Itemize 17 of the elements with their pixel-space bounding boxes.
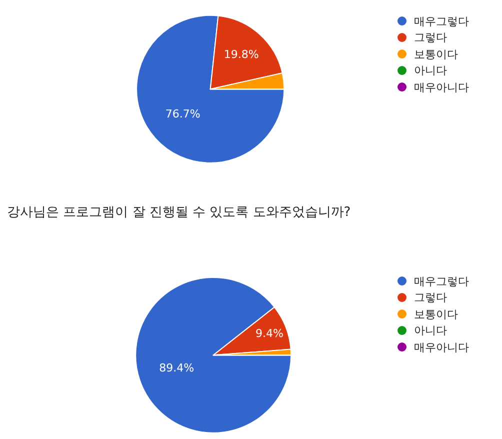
legend-label: 매우그렇다 xyxy=(414,275,469,288)
legend-label: 아니다 xyxy=(414,64,447,77)
data-label: 9.4% xyxy=(255,326,284,340)
data-label: 76.7% xyxy=(165,107,200,120)
legend-label: 보통이다 xyxy=(414,48,458,61)
legend-label: 매우아니다 xyxy=(414,341,469,354)
legend-label: 매우그렇다 xyxy=(414,15,469,28)
legend-label: 그렇다 xyxy=(414,291,447,304)
data-label: 89.4% xyxy=(159,361,194,374)
pie-slice xyxy=(135,276,292,434)
legend-label: 그렇다 xyxy=(414,31,447,44)
legend-label: 아니다 xyxy=(414,324,447,337)
legend-label: 보통이다 xyxy=(414,308,458,321)
legend-label: 매우아니다 xyxy=(414,81,469,94)
pie-slice xyxy=(136,14,285,164)
chart-title: 강사님은 프로그램이 잘 진행될 수 있도록 도와주었습니까? xyxy=(7,205,351,220)
data-label: 19.8% xyxy=(224,48,259,61)
